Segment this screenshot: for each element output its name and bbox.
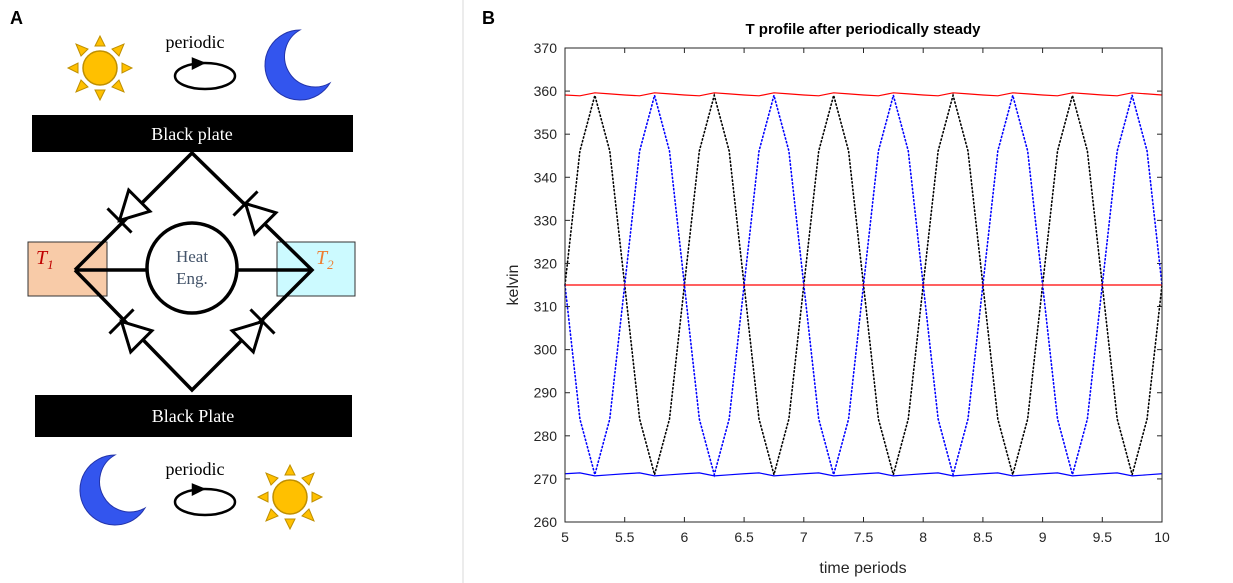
sun-icon [67, 35, 133, 101]
y-tick-label: 290 [534, 385, 558, 401]
x-tick-label: 5.5 [615, 529, 635, 545]
t2-label: T2 [316, 247, 334, 272]
series-line [564, 92, 1163, 97]
x-tick-label: 7.5 [854, 529, 874, 545]
x-tick-label: 7 [800, 529, 808, 545]
y-tick-label: 270 [534, 471, 558, 487]
periodic-label: periodic [166, 459, 225, 479]
plate [32, 115, 353, 152]
plate [35, 395, 352, 437]
x-tick-label: 9 [1039, 529, 1047, 545]
panel-b: B T profile after periodically steady ti… [482, 8, 1170, 577]
y-tick-label: 350 [534, 126, 558, 142]
y-tick-label: 280 [534, 428, 558, 444]
plate-label: Black plate [151, 124, 232, 144]
x-tick-label: 6 [681, 529, 689, 545]
t1-label: T1 [36, 247, 54, 272]
y-tick-label: 310 [534, 299, 558, 315]
diode [107, 307, 155, 355]
x-tick-label: 6.5 [734, 529, 754, 545]
engine-label: Heat [176, 247, 208, 266]
x-axis-label: time periods [819, 560, 906, 577]
y-tick-label: 370 [534, 40, 558, 56]
y-tick-label: 260 [534, 514, 558, 530]
y-tick-label: 320 [534, 255, 558, 271]
plate-label: Black Plate [152, 406, 234, 426]
x-tick-label: 9.5 [1093, 529, 1113, 545]
moon-icon [264, 29, 331, 101]
series-line [564, 472, 1163, 477]
chart-title: T profile after periodically steady [745, 21, 981, 38]
cycle-icon [173, 57, 237, 91]
x-tick-label: 5 [561, 529, 569, 545]
x-tick-label: 8 [919, 529, 927, 545]
diode [105, 187, 153, 235]
periodic-label: periodic [166, 32, 225, 52]
y-tick-label: 360 [534, 83, 558, 99]
panel-label: B [482, 8, 495, 28]
y-tick-label: 330 [534, 212, 558, 228]
y-axis-label: kelvin [505, 265, 522, 306]
engine-label: Eng. [176, 269, 208, 288]
y-tick-label: 340 [534, 169, 558, 185]
moon-icon [79, 454, 146, 526]
cycle-icon [173, 483, 237, 517]
axes-box [564, 47, 1163, 523]
y-tick-label: 300 [534, 342, 558, 358]
x-tick-label: 8.5 [973, 529, 993, 545]
x-tick-label: 10 [1154, 529, 1170, 545]
sun-icon [257, 464, 323, 530]
panel-label: A [10, 8, 23, 28]
panel-a: A periodic Black plate T1 T2 Heat Eng. B… [10, 8, 356, 530]
